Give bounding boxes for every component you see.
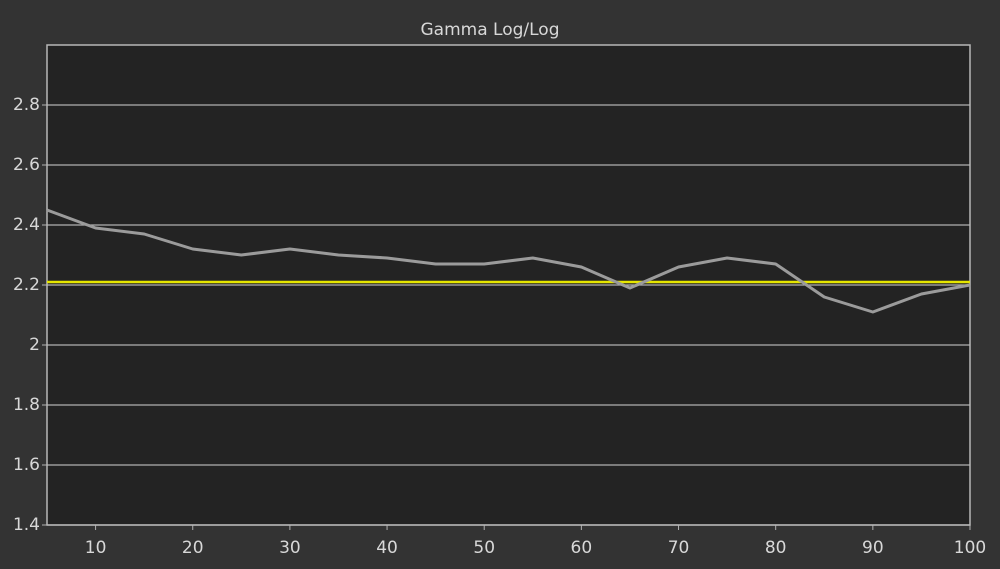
y-tick-label: 1.6 [13, 455, 40, 475]
y-tick-label: 2 [29, 335, 40, 355]
x-tick-label: 10 [85, 538, 107, 558]
y-tick-label: 2.2 [13, 275, 40, 295]
x-tick-label: 60 [571, 538, 593, 558]
x-tick-label: 20 [182, 538, 204, 558]
y-tick-label: 2.6 [13, 155, 40, 175]
y-tick-label: 2.8 [13, 95, 40, 115]
x-tick-label: 50 [473, 538, 495, 558]
x-tick-label: 90 [862, 538, 884, 558]
x-tick-label: 30 [279, 538, 301, 558]
y-tick-label: 2.4 [13, 215, 40, 235]
x-tick-label: 80 [765, 538, 787, 558]
chart-title: Gamma Log/Log [421, 20, 560, 40]
y-tick-label: 1.4 [13, 515, 40, 535]
y-tick-label: 1.8 [13, 395, 40, 415]
series-line [46, 208, 971, 314]
x-tick-label: 70 [668, 538, 690, 558]
x-tick-label: 40 [376, 538, 398, 558]
x-tick-label: 100 [954, 538, 986, 558]
